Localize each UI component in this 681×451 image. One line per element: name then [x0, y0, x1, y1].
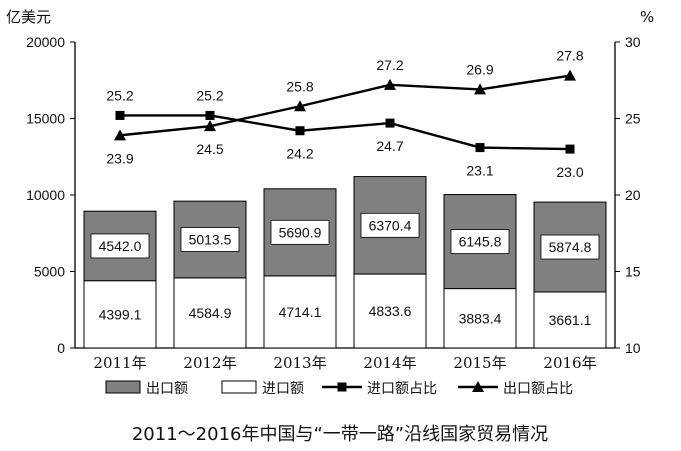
marker-import-share [295, 126, 305, 136]
y-left-tick-label: 10000 [26, 187, 65, 203]
line-import-share [120, 114, 571, 151]
legend-marker-export-share [472, 381, 484, 392]
bar-import-label: 4714.1 [279, 304, 322, 320]
bar-export-label-box [360, 212, 420, 238]
x-category-label: 2012年 [183, 354, 236, 372]
legend-swatch-import [221, 380, 257, 394]
point-label-import-share: 24.2 [286, 146, 313, 162]
bar-export-label-box [90, 233, 150, 259]
bar-export-label: 6370.4 [369, 217, 412, 233]
point-label-export-share: 26.9 [466, 61, 493, 77]
bar-import [263, 275, 337, 349]
bar-import-label: 3661.1 [549, 312, 592, 328]
line-export-share [119, 74, 571, 137]
bar-export-label: 5690.9 [279, 224, 322, 240]
marker-import-share [115, 110, 125, 120]
x-category-label: 2013年 [273, 354, 326, 372]
point-label-import-share: 24.7 [376, 138, 403, 154]
bar-import-label: 3883.4 [459, 310, 502, 326]
marker-import-share [475, 143, 485, 153]
legend-label-import: 进口额 [262, 381, 304, 397]
y-right-tick-label: 20 [625, 187, 641, 203]
bar-export-label-box [180, 227, 240, 252]
y-right-tick-label: 25 [625, 111, 641, 127]
bar-import [83, 280, 157, 349]
marker-import-share [385, 118, 395, 128]
legend-label-export: 出口额 [146, 381, 188, 397]
y-left-tick-label: 20000 [26, 34, 65, 50]
y-right-tick-label: 15 [625, 264, 641, 280]
point-label-export-share: 24.5 [196, 141, 223, 157]
bar-import [443, 288, 517, 349]
marker-export-share [384, 78, 396, 90]
y-right-tick-label: 10 [625, 340, 641, 356]
bar-export-label: 4542.0 [99, 238, 142, 254]
y-left-tick-label: 15000 [26, 111, 65, 127]
marker-export-share [204, 120, 216, 132]
marker-export-share [564, 69, 576, 81]
y-right-tick-label: 30 [625, 34, 641, 50]
marker-import-share [565, 144, 575, 154]
plot-area: 0 5000 10000 15000 20000 10 15 20 25 30 4399.1 4542… [26, 34, 641, 372]
bar-export-label: 5013.5 [189, 231, 232, 247]
x-category-label: 2015年 [453, 354, 506, 372]
legend-marker-import-share [337, 382, 347, 392]
point-label-export-share: 27.2 [376, 57, 403, 73]
bar-import-label: 4584.9 [189, 305, 232, 321]
bar-export-label: 5874.8 [549, 239, 592, 255]
point-label-export-share: 25.8 [286, 78, 313, 94]
bar-export-label: 6145.8 [459, 234, 502, 250]
marker-import-share [205, 110, 215, 120]
legend-swatch-export [105, 380, 141, 394]
y-right-unit: % [640, 8, 654, 26]
point-label-export-share: 23.9 [106, 150, 133, 166]
bar-export-label-box [450, 229, 510, 254]
chart-title: 2011～2016年中国与“一带一路”沿线国家贸易情况 [132, 424, 548, 445]
x-category-label: 2016年 [543, 354, 596, 372]
y-left-tick-label: 0 [57, 340, 65, 356]
marker-export-share [474, 83, 486, 95]
point-label-export-share: 27.8 [556, 48, 583, 64]
point-label-import-share: 25.2 [106, 87, 133, 103]
bar-export-label-box [540, 234, 600, 260]
y-left-unit: 亿美元 [6, 8, 51, 26]
bar-import-label: 4833.6 [369, 303, 412, 319]
marker-export-share [114, 129, 126, 141]
point-label-import-share: 25.2 [196, 87, 223, 103]
y-left-tick-label: 5000 [34, 264, 65, 280]
legend-label-export-share: 出口额占比 [503, 381, 573, 397]
marker-export-share [294, 100, 306, 112]
bar-export-label-box [270, 219, 330, 245]
bar-import [173, 277, 247, 349]
bar-import-label: 4399.1 [99, 306, 142, 322]
point-label-import-share: 23.1 [466, 163, 493, 179]
x-category-label: 2011年 [93, 354, 146, 372]
legend-label-import-share: 进口额占比 [367, 381, 437, 397]
legend: 出口额 进口额 进口额占比 出口额占比 [105, 380, 573, 397]
point-label-import-share: 23.0 [556, 164, 583, 180]
bar-import [353, 273, 427, 349]
bar-import [533, 291, 607, 349]
x-category-label: 2014年 [363, 354, 416, 372]
